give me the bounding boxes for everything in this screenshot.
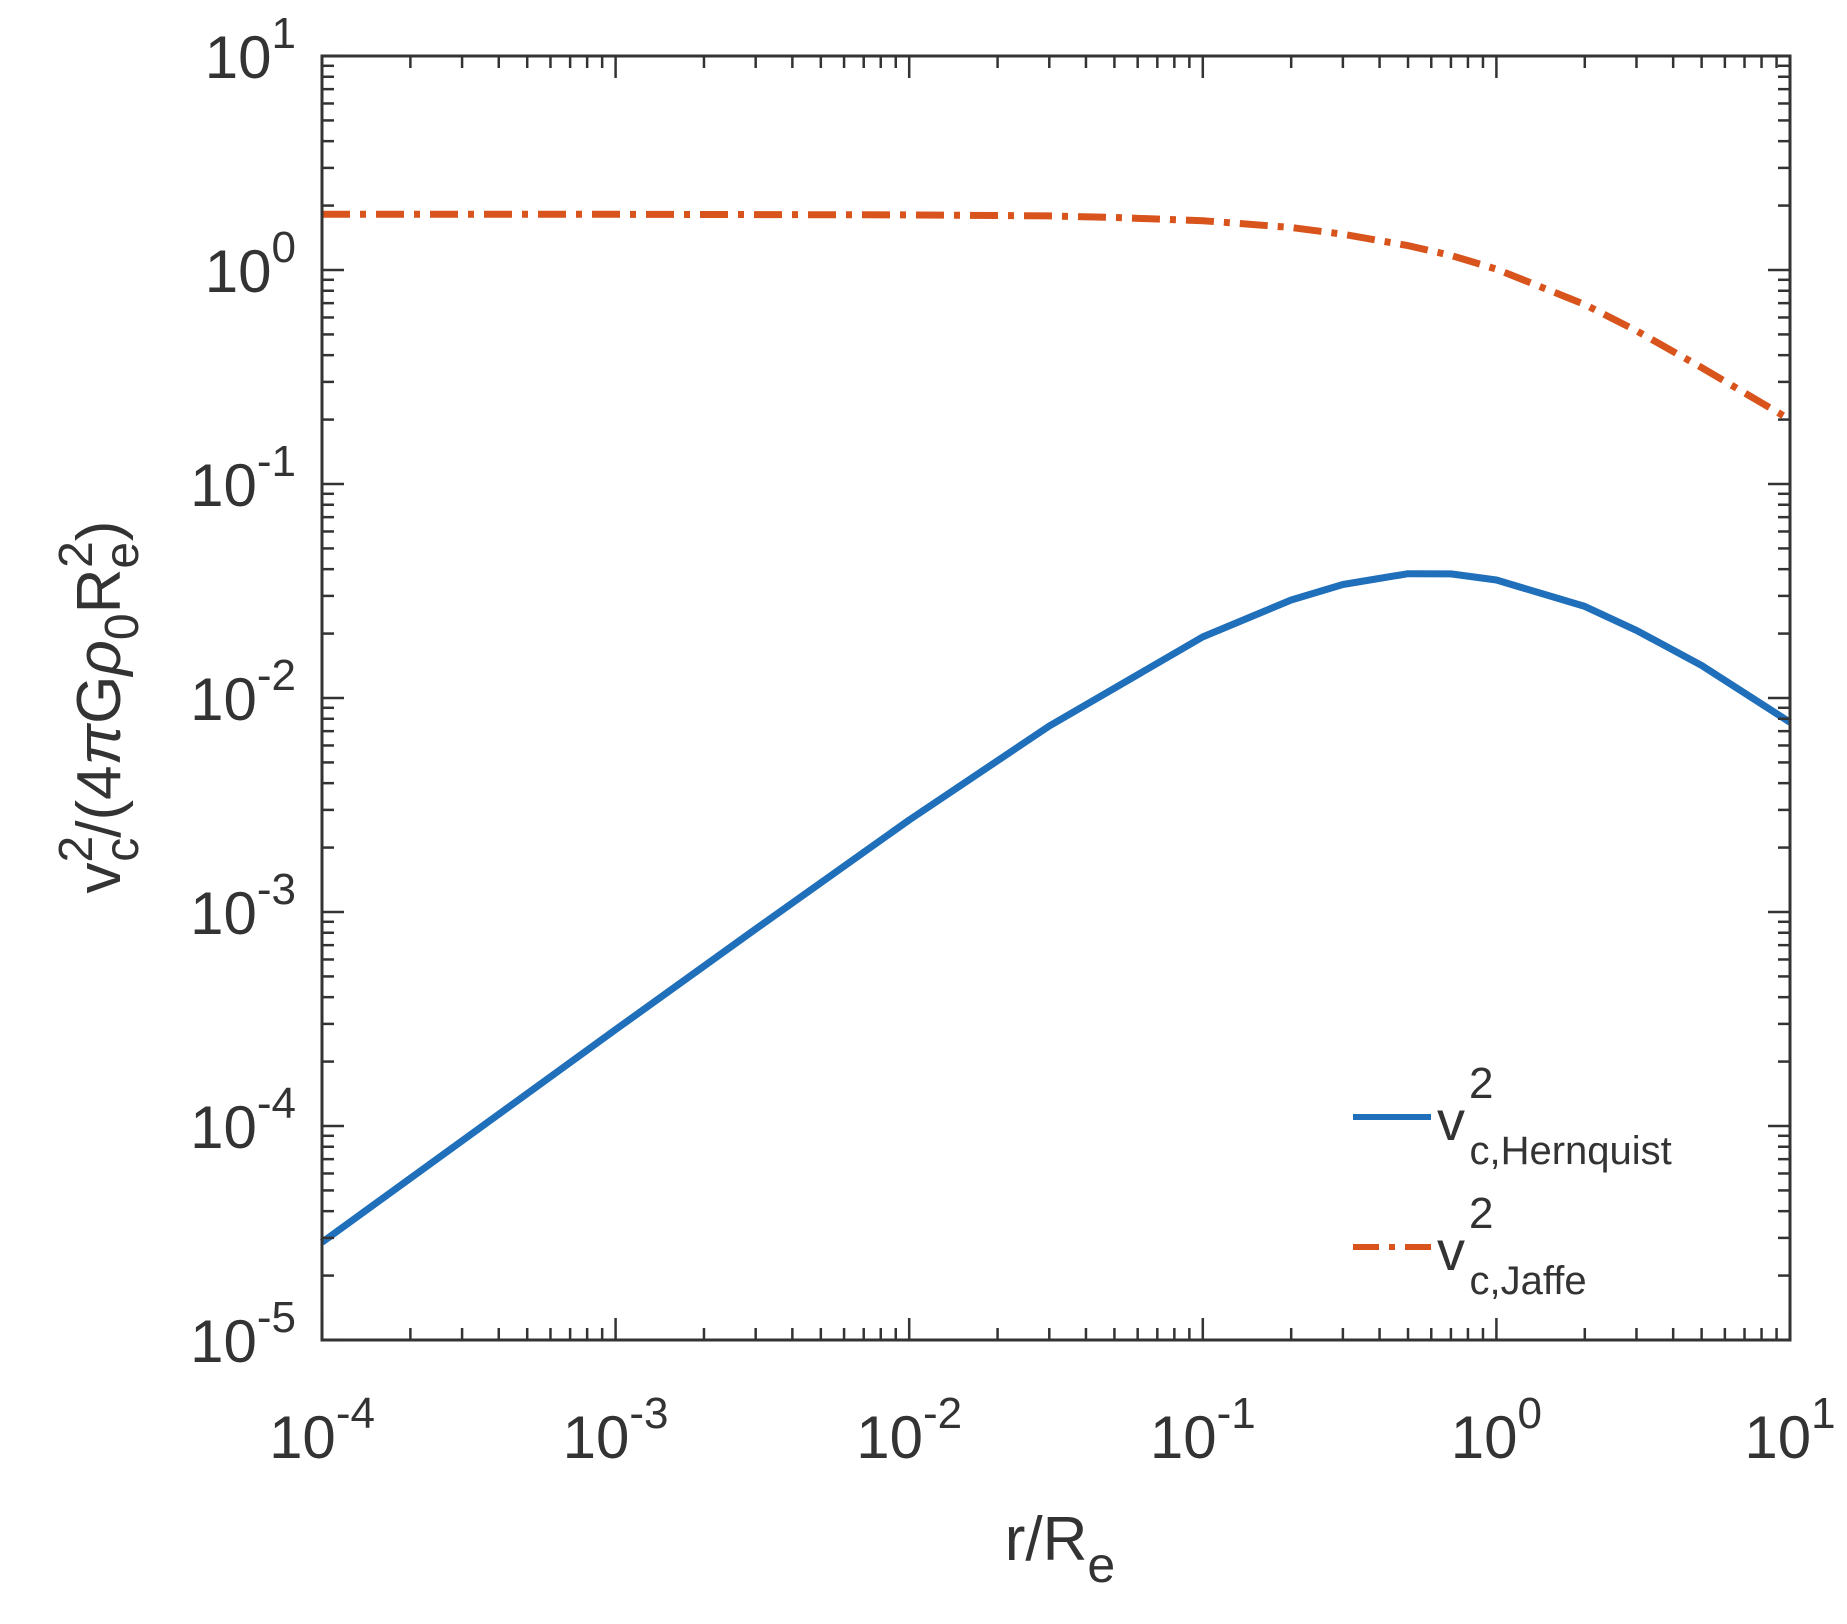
y-axis-label-r: R — [65, 569, 134, 614]
legend-jaffe-subscript: c,Jaffe — [1469, 1259, 1586, 1303]
x-axis-label-subscript: e — [1087, 1537, 1115, 1593]
y-axis-label: v2c/(4πGρ0Re2) — [50, 521, 149, 894]
legend-label-jaffe: v2 c,Jaffe — [1437, 1189, 1587, 1303]
y-tick-label: 10-1 — [190, 437, 296, 519]
x-tick-label: 101 — [1744, 1389, 1835, 1471]
y-axis-label-g: G — [65, 676, 134, 724]
x-tick-label: 10-3 — [563, 1389, 669, 1471]
y-axis-label-rho-subscript: 0 — [96, 613, 149, 640]
y-axis-label-denominator-open: /(4 — [65, 765, 134, 837]
plot-curves — [319, 210, 1792, 1246]
series-line-1 — [322, 210, 1792, 423]
x-axis-label-main: r/R — [1005, 1505, 1088, 1574]
x-tick-label: 100 — [1451, 1389, 1542, 1471]
y-axis-label-pi: π — [65, 722, 134, 765]
legend-hernquist-superscript: 2 — [1469, 1059, 1493, 1108]
y-tick-label: 10-5 — [190, 1293, 296, 1375]
x-axis-label: r/Re — [1005, 1505, 1115, 1593]
y-axis-label-close-paren: ) — [65, 521, 134, 542]
y-tick-label: 101 — [205, 9, 296, 91]
legend-jaffe-v: v — [1437, 1219, 1465, 1282]
y-axis-label-v: v — [65, 862, 134, 893]
series-line-0 — [319, 570, 1792, 1246]
y-axis-label-r-superscript: 2 — [50, 541, 103, 568]
legend-label-hernquist: v2 c,Hernquist — [1437, 1059, 1672, 1173]
x-tick-label: 10-1 — [1150, 1389, 1256, 1471]
y-axis-label-r-subscript: e — [96, 542, 149, 569]
tick-marks — [320, 54, 1792, 1342]
legend-hernquist-v: v — [1437, 1089, 1465, 1152]
y-tick-labels: 10-5 10-4 10-3 10-2 10-1 100 101 — [190, 9, 296, 1375]
y-tick-label: 100 — [205, 223, 296, 305]
legend: v2 c,Hernquist v2 c,Jaffe — [1353, 1059, 1672, 1303]
y-tick-label: 10-3 — [190, 865, 296, 947]
y-axis-label-rho: ρ — [65, 640, 134, 678]
legend-hernquist-subscript: c,Hernquist — [1469, 1129, 1671, 1173]
y-axis-label-v-superscript: 2 — [50, 836, 103, 863]
y-tick-label: 10-2 — [190, 651, 296, 733]
legend-jaffe-superscript: 2 — [1469, 1189, 1493, 1238]
y-tick-label: 10-4 — [190, 1079, 296, 1161]
x-tick-labels: 10-4 10-3 10-2 10-1 100 101 — [269, 1389, 1836, 1471]
y-axis-label-v-subscript: c — [96, 838, 149, 862]
x-tick-label: 10-2 — [856, 1389, 962, 1471]
x-tick-label: 10-4 — [269, 1389, 375, 1471]
